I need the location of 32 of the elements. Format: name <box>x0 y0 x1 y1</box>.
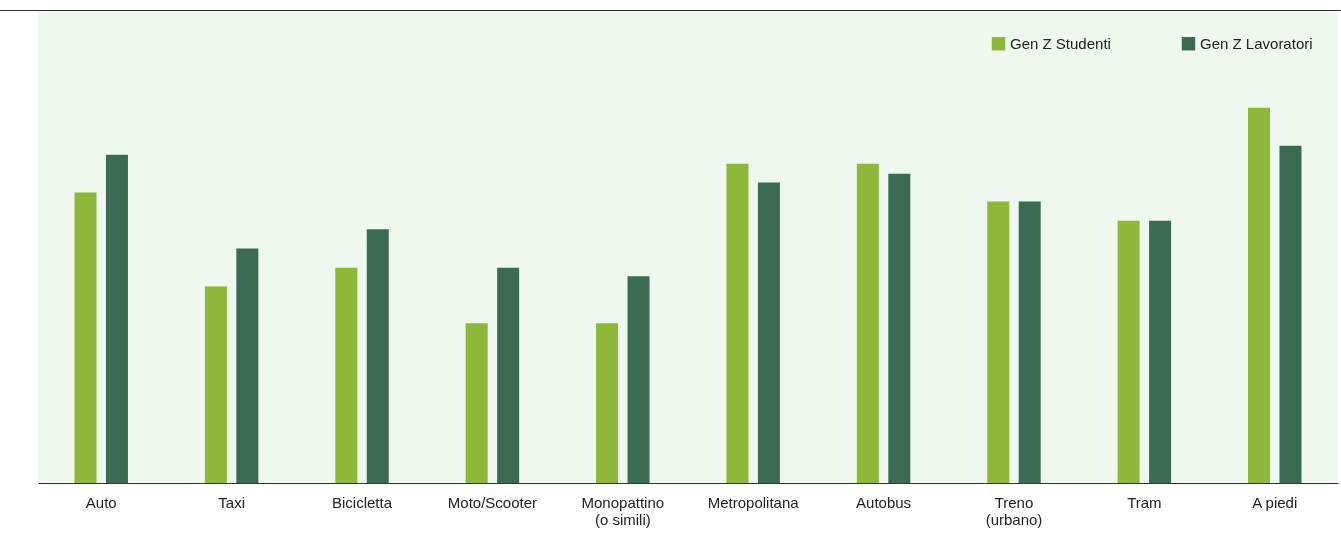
x-tick-label: Taxi <box>218 493 245 511</box>
x-tick-label: Autobus <box>856 493 912 511</box>
bar <box>74 192 97 483</box>
x-tick-label: Bicicletta <box>332 493 393 511</box>
bar <box>1279 145 1302 483</box>
bar <box>236 248 259 483</box>
x-tick-label: Treno (urbano) <box>985 493 1043 528</box>
bar <box>1149 220 1172 483</box>
bar <box>596 323 619 483</box>
x-tick-label: Metropolitana <box>707 493 800 511</box>
bar <box>888 173 911 483</box>
x-tick-label: A piedi <box>1252 493 1298 511</box>
bar <box>204 286 227 483</box>
bar <box>1248 107 1271 483</box>
x-tick-label: Tram <box>1127 493 1162 511</box>
x-tick-label: Monopattino (o simili) <box>581 493 665 528</box>
bar <box>726 163 749 483</box>
legend-label: Gen Z Studenti <box>1010 34 1111 52</box>
bar <box>856 163 879 483</box>
bar <box>987 201 1010 483</box>
bar <box>757 182 780 483</box>
bar <box>497 267 520 483</box>
x-tick-label: Moto/Scooter <box>447 493 538 511</box>
bar <box>335 267 358 483</box>
bar <box>105 154 128 483</box>
bar <box>1018 201 1041 483</box>
bar <box>366 229 389 483</box>
bar <box>465 323 488 483</box>
legend-label: Gen Z Lavoratori <box>1200 34 1313 52</box>
bar <box>627 276 650 483</box>
x-tick-label: Auto <box>85 493 117 511</box>
bar <box>1117 220 1140 483</box>
